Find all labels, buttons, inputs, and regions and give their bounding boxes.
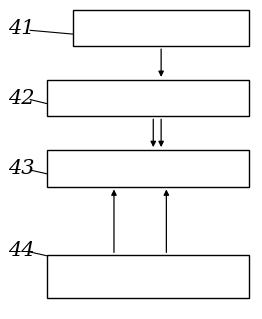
Text: 44: 44 xyxy=(8,241,34,260)
Text: 43: 43 xyxy=(8,159,34,178)
Bar xyxy=(47,255,249,298)
Text: 41: 41 xyxy=(8,19,34,38)
Bar xyxy=(73,10,249,46)
Bar xyxy=(47,80,249,116)
Text: 42: 42 xyxy=(8,89,34,108)
Bar xyxy=(47,150,249,187)
